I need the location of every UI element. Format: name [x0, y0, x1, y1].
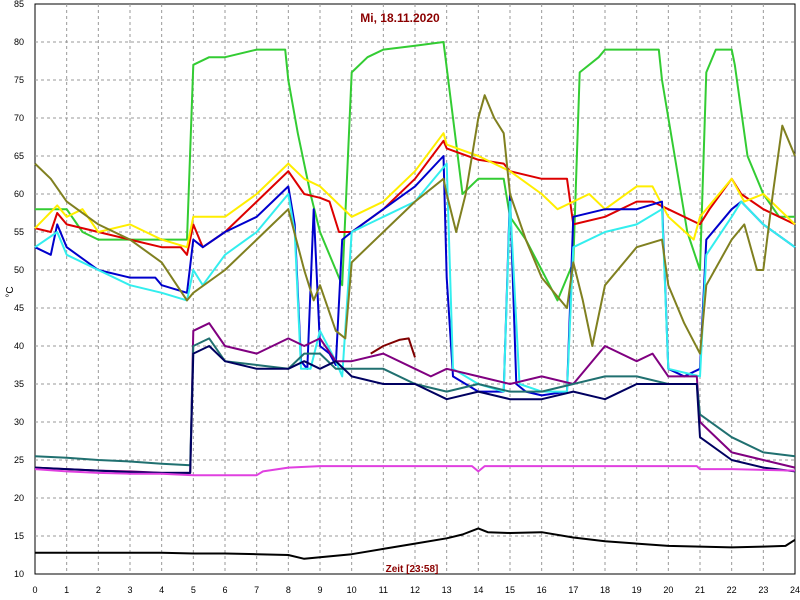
x-tick-label: 17: [568, 585, 578, 595]
y-tick-label: 20: [14, 493, 24, 503]
series-line-5: [34, 94, 796, 355]
series-line-0: [35, 41, 795, 302]
series-line-8: [34, 345, 796, 474]
y-tick-label: 70: [14, 113, 24, 123]
y-tick-label: 35: [14, 379, 24, 389]
x-tick-label: 14: [473, 585, 483, 595]
x-tick-label: 5: [191, 585, 196, 595]
y-tick-label: 75: [14, 75, 24, 85]
x-tick-label: 15: [505, 585, 515, 595]
x-tick-label: 23: [758, 585, 768, 595]
x-tick-label: 20: [663, 585, 673, 595]
x-tick-label: 0: [32, 585, 37, 595]
x-tick-label: 2: [96, 585, 101, 595]
x-tick-label: 24: [790, 585, 800, 595]
x-tick-label: 1: [64, 585, 69, 595]
y-tick-label: 55: [14, 227, 24, 237]
y-tick-label: 40: [14, 341, 24, 351]
x-tick-label: 4: [159, 585, 164, 595]
y-tick-label: 10: [14, 569, 24, 579]
x-tick-label: 9: [317, 585, 322, 595]
y-tick-label: 65: [14, 151, 24, 161]
y-axis-label: °C: [5, 286, 16, 297]
x-tick-label: 21: [695, 585, 705, 595]
x-tick-label: 11: [379, 585, 388, 595]
series-line-10: [35, 527, 796, 560]
series-line-9: [34, 465, 796, 477]
y-tick-label: 15: [14, 531, 24, 541]
y-tick-label: 30: [14, 417, 24, 427]
x-tick-label: 3: [127, 585, 132, 595]
chart-title: Mi, 18.11.2020: [360, 11, 440, 25]
y-tick-label: 50: [14, 265, 24, 275]
series-line-4: [34, 162, 796, 393]
x-tick-label: 19: [632, 585, 642, 595]
y-tick-label: 25: [14, 455, 24, 465]
y-tick-label: 60: [14, 189, 24, 199]
x-tick-label: 16: [537, 585, 547, 595]
x-tick-label: 12: [410, 585, 420, 595]
y-tick-label: 85: [14, 0, 24, 9]
series-line-2: [34, 132, 796, 249]
x-tick-label: 18: [600, 585, 610, 595]
x-axis-label: Zeit [23:58]: [386, 564, 439, 575]
y-tick-label: 45: [14, 303, 24, 313]
x-tick-label: 13: [442, 585, 452, 595]
x-tick-label: 8: [286, 585, 291, 595]
y-tick-label: 80: [14, 37, 24, 47]
x-tick-label: 10: [347, 585, 357, 595]
series-lines: [34, 41, 796, 560]
x-tick-label: 7: [254, 585, 259, 595]
x-tick-label: 6: [222, 585, 227, 595]
series-line-11: [370, 337, 416, 358]
tick-labels: 0 1 2 3 4 5 6 7 8 9 10 11 12 13 14 15 16 17 18 19 20 21 22 23 24…: [14, 0, 800, 595]
x-tick-label: 22: [727, 585, 737, 595]
